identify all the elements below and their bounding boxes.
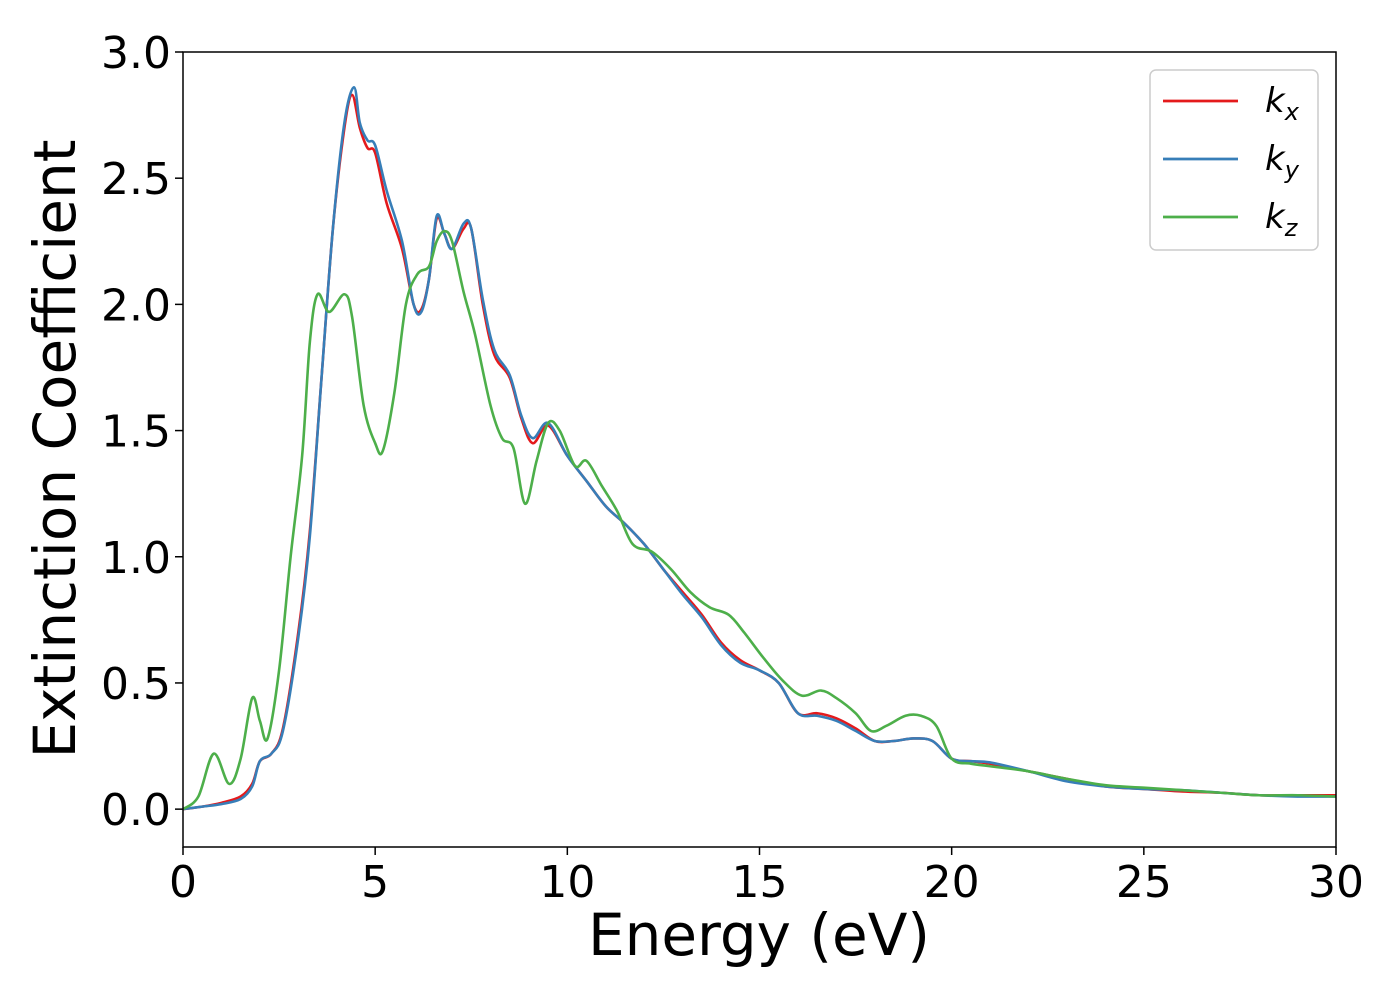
legend-label-z: kz [1265,197,1299,242]
x-tick-label: 30 [1308,857,1364,908]
y-tick-label: 2.5 [101,154,171,205]
y-tick-label: 1.0 [101,533,171,584]
series-line-z [183,229,1336,811]
y-tick-label: 0.5 [101,659,171,710]
y-tick-label: 2.0 [101,280,171,331]
legend-label-y: ky [1265,139,1300,184]
y-axis-title: Extinction Coefficient [21,140,89,759]
x-axis-ticks: 0 5 10 15 20 25 30 [169,847,1364,908]
legend-entries: kx ky kz [1163,81,1300,242]
legend: kx ky kz [1149,69,1319,251]
x-tick-label: 15 [732,857,788,908]
x-tick-label: 10 [539,857,595,908]
y-axis-ticks: 0.0 0.5 1.0 1.5 2.0 2.5 3.0 [101,28,183,836]
y-tick-label: 0.0 [101,785,171,836]
x-axis-title: Energy (eV) [588,901,930,969]
x-tick-label: 5 [361,857,389,908]
x-tick-label: 25 [1116,857,1172,908]
y-tick-label: 1.5 [101,407,171,458]
legend-label-x: kx [1265,81,1300,126]
x-tick-label: 20 [924,857,980,908]
x-tick-label: 0 [169,857,197,908]
y-tick-label: 3.0 [101,28,171,79]
series-layer [183,86,1336,811]
